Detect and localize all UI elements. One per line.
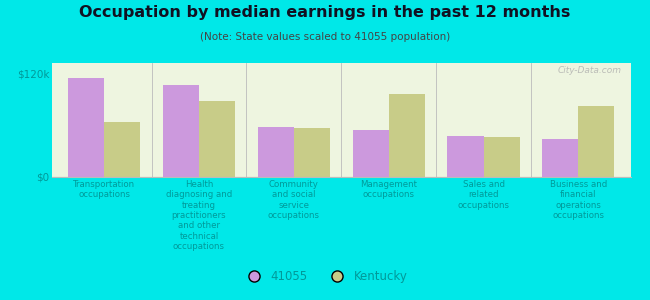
Bar	[447, 136, 484, 177]
Bar	[258, 127, 294, 177]
Bar	[484, 137, 519, 177]
Bar	[199, 101, 235, 177]
Bar	[353, 130, 389, 177]
Legend: 41055, Kentucky: 41055, Kentucky	[238, 266, 412, 288]
Bar	[68, 78, 104, 177]
Bar	[104, 122, 140, 177]
Bar	[294, 128, 330, 177]
Text: Occupation by median earnings in the past 12 months: Occupation by median earnings in the pas…	[79, 4, 571, 20]
Bar	[578, 106, 614, 177]
Bar	[542, 139, 578, 177]
Bar	[163, 85, 199, 177]
Text: City-Data.com: City-Data.com	[558, 66, 622, 75]
Bar	[389, 94, 424, 177]
Text: (Note: State values scaled to 41055 population): (Note: State values scaled to 41055 popu…	[200, 32, 450, 41]
